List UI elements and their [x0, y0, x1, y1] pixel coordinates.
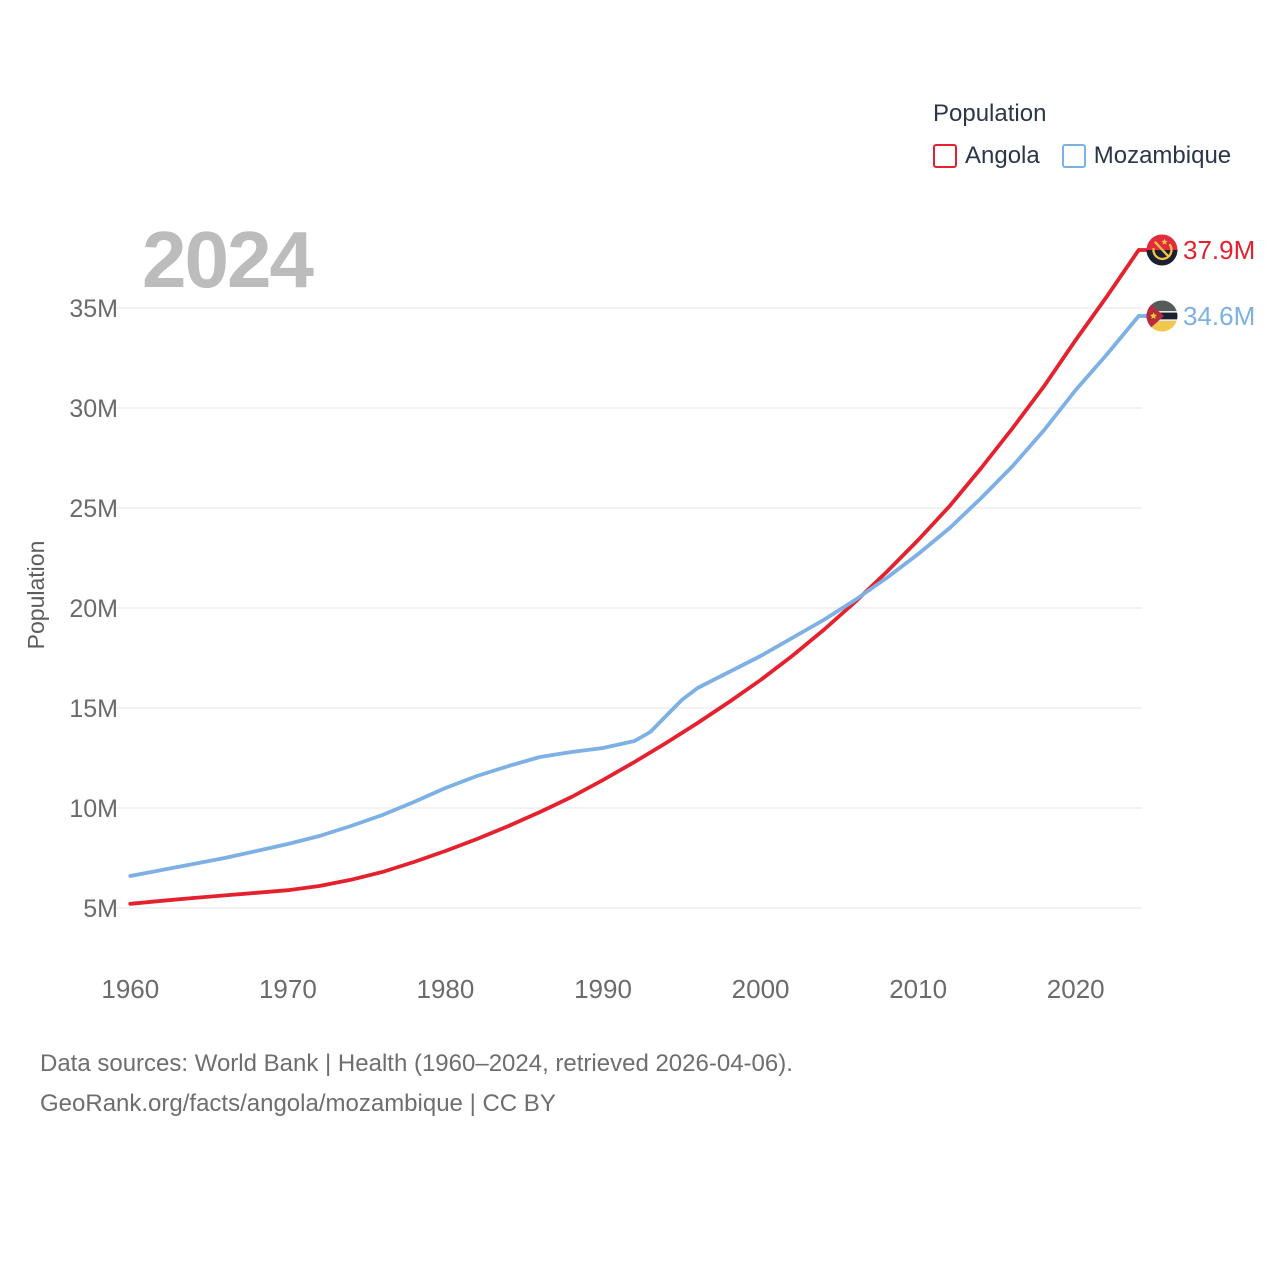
y-axis-title: Population: [23, 541, 49, 650]
y-tick-label: 5M: [83, 895, 118, 923]
end-label-mozambique: 34.6M: [1183, 301, 1255, 331]
y-tick-label: 10M: [69, 795, 118, 823]
mozambique-series-swatch-icon: [1061, 144, 1086, 168]
data-sources-text: Data sources: World Bank | Health (1960–…: [40, 1050, 793, 1077]
x-tick-label: 1970: [259, 974, 317, 1004]
legend-item-label: Mozambique: [1093, 142, 1232, 169]
x-tick-label: 1960: [101, 974, 159, 1004]
y-tick-label: 20M: [69, 595, 118, 623]
x-tick-label: 2020: [1047, 974, 1105, 1004]
legend-item-angola[interactable]: Angola: [933, 142, 1040, 170]
population-line-chart: 5M 10M 15M 20M 25M 30M 35M 1960 1970 1980 1990 2000…: [23, 234, 1255, 1004]
legend-title: Population: [933, 100, 1047, 127]
x-tick-label: 1990: [574, 974, 632, 1004]
series-line-angola: [128, 248, 1141, 906]
legend-items: Angola Mozambique: [933, 142, 1231, 170]
x-tick-label: 2010: [889, 974, 947, 1004]
year-watermark: 2024: [142, 215, 314, 304]
x-tick-label: 2000: [732, 974, 790, 1004]
legend: Population Angola Mozambique: [933, 100, 1231, 170]
mozambique-flag-icon: [1146, 300, 1178, 332]
chart-footer: Data sources: World Bank | Health (1960–…: [40, 1044, 793, 1124]
y-tick-label: 15M: [69, 695, 118, 723]
angola-series-swatch-icon: [933, 144, 957, 168]
series-line-mozambique: [128, 314, 1141, 878]
attribution-link-text[interactable]: GeoRank.org/facts/angola/mozambique | CC…: [40, 1090, 556, 1117]
end-label-angola: 37.9M: [1183, 235, 1255, 265]
angola-flag-icon: [1146, 234, 1178, 266]
legend-item-label: Angola: [965, 142, 1040, 169]
legend-item-mozambique[interactable]: Mozambique: [1061, 142, 1232, 170]
y-tick-label: 35M: [69, 295, 118, 323]
y-tick-label: 25M: [69, 495, 118, 523]
y-tick-label: 30M: [69, 395, 118, 423]
x-tick-label: 1980: [417, 974, 475, 1004]
